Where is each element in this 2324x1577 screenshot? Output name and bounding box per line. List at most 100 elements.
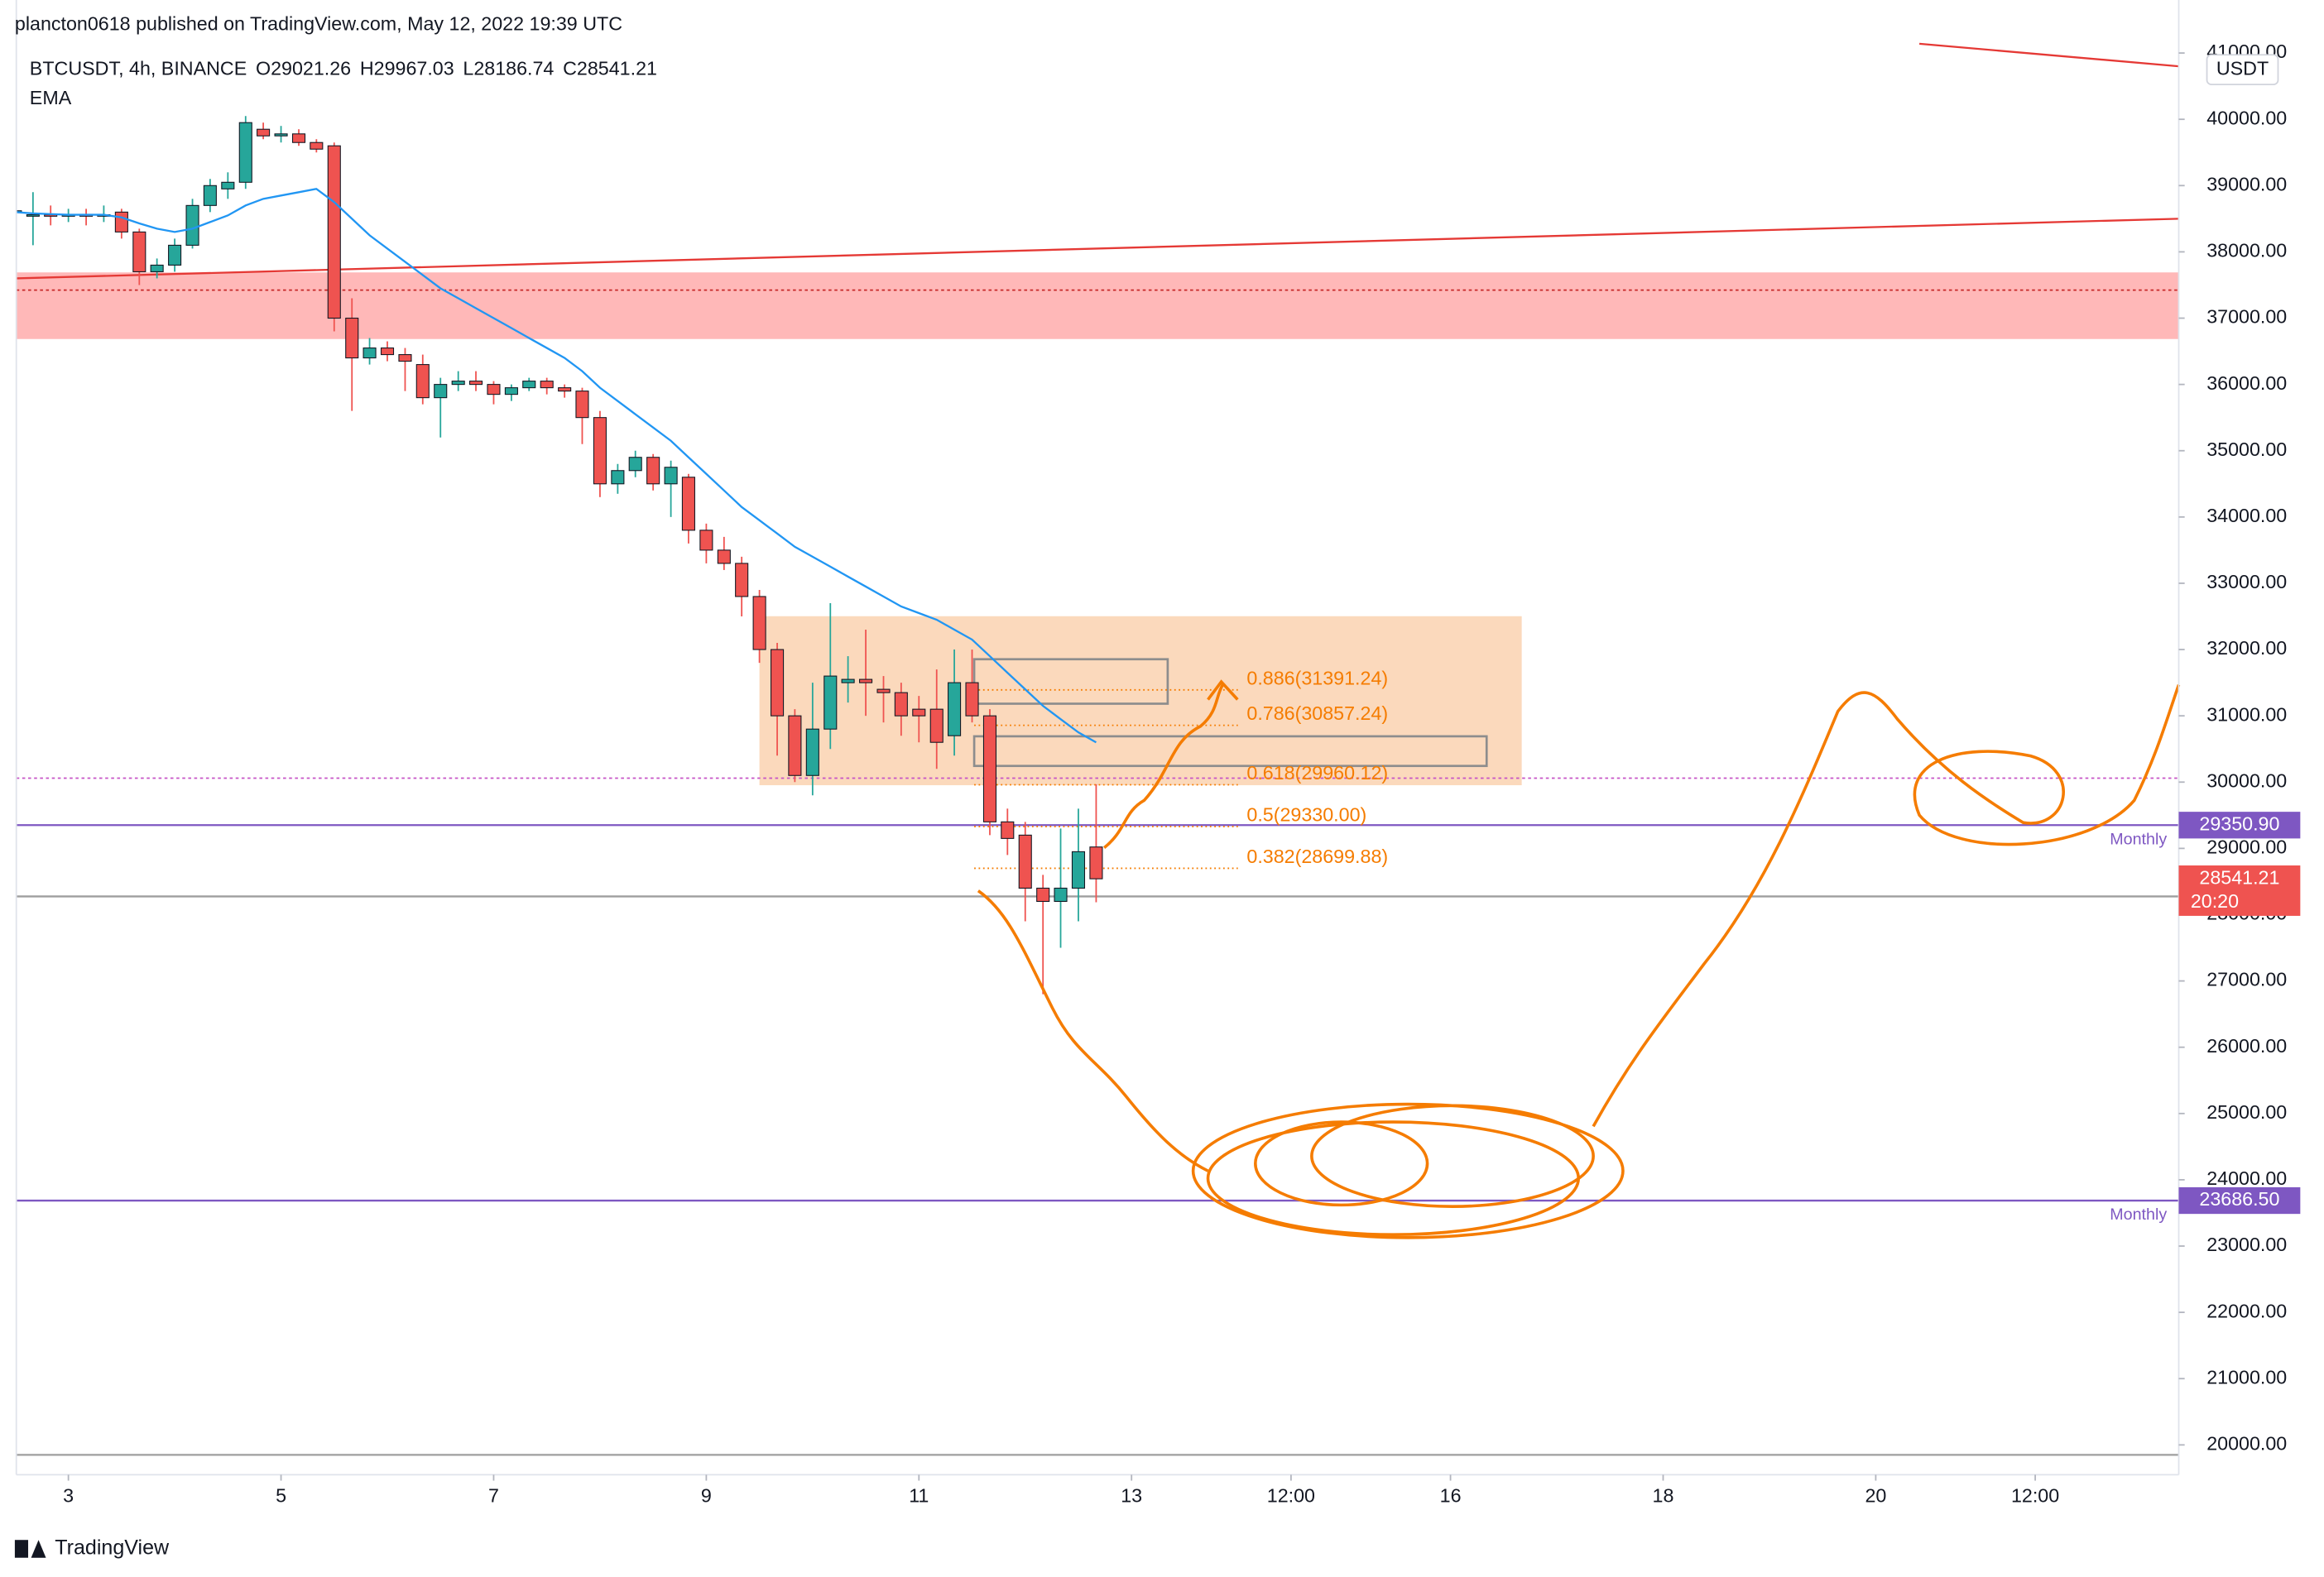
last-price-label: 28541.21 (2199, 866, 2279, 888)
y-tick-label: 33000.00 (2206, 571, 2287, 592)
candle-body (451, 381, 465, 386)
price-label-box (2178, 812, 2301, 839)
order-block (972, 658, 1169, 705)
x-tick-label: 18 (1653, 1484, 1674, 1506)
candle-body (699, 530, 713, 551)
candle-body (1054, 887, 1068, 903)
candle-body (487, 384, 501, 395)
trendline (1918, 42, 2179, 68)
candle-body (345, 317, 359, 359)
candle-body (752, 596, 766, 650)
scribble (1206, 1120, 1581, 1236)
candle-body (841, 678, 855, 683)
fib-label: 0.786(30857.24) (1246, 702, 1388, 724)
candle-body (894, 692, 908, 717)
scribble (1191, 1102, 1625, 1239)
fib-label: 0.5(29330.00) (1246, 804, 1366, 826)
candle-body (327, 145, 341, 319)
y-tick-label: 37000.00 (2206, 306, 2287, 328)
candle-body (735, 563, 749, 597)
scribble (1310, 1104, 1595, 1208)
x-tick-label: 20 (1865, 1484, 1886, 1506)
forecast-path (1103, 679, 1239, 850)
zone (16, 272, 2179, 339)
x-tick-label: 16 (1440, 1484, 1462, 1506)
fib-label: 0.886(31391.24) (1246, 667, 1388, 688)
candle-body (575, 391, 589, 419)
y-tick-label: 21000.00 (2206, 1366, 2287, 1388)
y-tick-label: 27000.00 (2206, 969, 2287, 990)
y-tick-label: 29000.00 (2206, 836, 2287, 858)
candle-body (257, 128, 271, 137)
x-tick-label: 12:00 (1267, 1484, 1315, 1506)
x-tick-label: 3 (63, 1484, 74, 1506)
forecast-path (1592, 684, 2181, 1128)
candle-body (876, 688, 891, 693)
line-tag: Monthly (2110, 830, 2167, 848)
ohlc-value: O29021.26 (256, 57, 351, 79)
candle-body (1018, 834, 1032, 889)
order-block (972, 735, 1488, 768)
candle-body (434, 384, 448, 399)
y-tick-label: 34000.00 (2206, 505, 2287, 526)
y-tick-label: 26000.00 (2206, 1035, 2287, 1057)
candle-body (185, 204, 199, 246)
candle-body (221, 181, 235, 189)
candle-body (771, 649, 785, 717)
x-tick-label: 9 (701, 1484, 712, 1506)
candle-body (1089, 846, 1103, 880)
ohlc-value: L28186.74 (463, 57, 554, 79)
unit-label: USDT (2216, 57, 2269, 79)
plot-area (16, 42, 2179, 1456)
candle-body (398, 354, 412, 362)
candle-body (681, 477, 695, 531)
y-tick-label: 23000.00 (2206, 1234, 2287, 1255)
candle-body (203, 185, 217, 206)
candle-body (150, 264, 164, 272)
y-tick-label: 35000.00 (2206, 439, 2287, 460)
freehand-drawings (977, 679, 2181, 1239)
candle-body (380, 348, 395, 356)
x-tick-label: 13 (1121, 1484, 1142, 1506)
logo-mark (31, 1540, 46, 1558)
y-tick-label: 36000.00 (2206, 372, 2287, 394)
y-tick-label: 32000.00 (2206, 637, 2287, 659)
candle-body (274, 133, 288, 137)
candle-body (310, 141, 324, 150)
ohlc-value: H29967.03 (360, 57, 454, 79)
y-tick-label: 31000.00 (2206, 703, 2287, 725)
zone (759, 616, 1522, 786)
candle-body (788, 715, 802, 776)
candle-body (646, 457, 660, 485)
price-label-box (2178, 1186, 2301, 1215)
x-tick-label: 5 (276, 1484, 286, 1506)
candle-body (948, 682, 962, 736)
last-price-box (2178, 865, 2301, 916)
candle-body (628, 457, 642, 472)
price-label: 29350.90 (2199, 812, 2279, 834)
y-tick-label: 40000.00 (2206, 107, 2287, 128)
candle-body (291, 133, 306, 143)
trendline (16, 218, 2179, 280)
fib-label: 0.618(29960.12) (1246, 762, 1388, 784)
unit-box[interactable] (2206, 54, 2279, 86)
candle-body (114, 211, 128, 232)
y-tick-label: 38000.00 (2206, 240, 2287, 261)
candle-body (859, 678, 873, 683)
symbol-title: BTCUSDT, 4h, BINANCE (30, 57, 247, 79)
countdown: 20:20 (2191, 890, 2239, 912)
candle-body (558, 387, 572, 392)
candle-body (717, 549, 731, 564)
axes: 20000.00 21000.00 22000.00 23000.00 24000.00… (15, 0, 2287, 1506)
price-label: 23686.50 (2199, 1188, 2279, 1210)
ema-line (16, 188, 1097, 744)
candle-body (929, 708, 944, 743)
candle-body (1001, 821, 1015, 839)
candle-body (805, 728, 819, 776)
candle-body (611, 470, 625, 485)
indicator-label: EMA (30, 87, 72, 108)
candle-body (132, 231, 146, 272)
y-tick-label: 39000.00 (2206, 173, 2287, 194)
